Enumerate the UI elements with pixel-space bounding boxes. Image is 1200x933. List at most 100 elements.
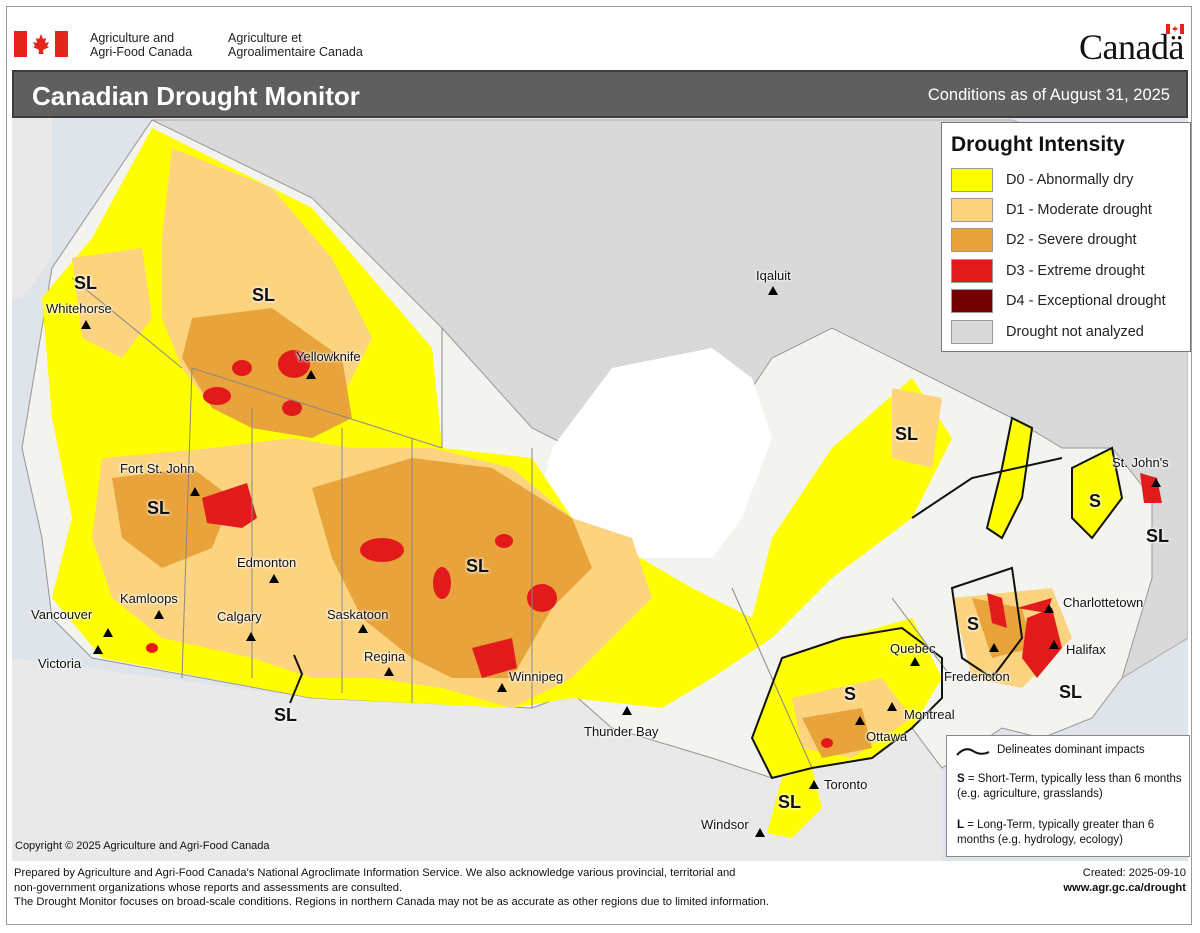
impact-label: S xyxy=(844,684,857,704)
d3-region-3 xyxy=(282,400,302,416)
city-label-edmonton: Edmonton xyxy=(237,555,297,570)
city-label-whitehorse: Whitehorse xyxy=(46,301,112,316)
long-term-note: L = Long-Term, typically greater than 6 … xyxy=(957,819,1155,846)
city-label-halifax: Halifax xyxy=(1066,642,1106,657)
city-marker xyxy=(384,667,394,676)
city-marker xyxy=(269,574,279,583)
impact-note: Delineates dominant impacts S = Short-Te… xyxy=(946,735,1190,857)
d3-region-5 xyxy=(360,538,404,562)
footer-text: Prepared by Agriculture and Agri-Food Ca… xyxy=(14,866,894,910)
d3-region-fort-st-john xyxy=(202,483,257,528)
alaska-area xyxy=(12,118,52,298)
city-marker xyxy=(855,716,865,725)
legend-swatch xyxy=(951,289,993,313)
impact-label: SL xyxy=(147,498,171,518)
impact-label: SL xyxy=(74,273,98,293)
page-frame xyxy=(6,6,1192,925)
legend-label: D3 - Extreme drought xyxy=(1006,263,1145,279)
city-marker xyxy=(910,657,920,666)
city-label-thunder-bay: Thunder Bay xyxy=(584,724,659,739)
impact-label: SL xyxy=(466,556,490,576)
city-marker xyxy=(81,320,91,329)
city-marker xyxy=(1044,604,1054,613)
city-marker xyxy=(497,683,507,692)
d3-region-6 xyxy=(433,567,451,599)
d3-region-4 xyxy=(203,387,231,405)
legend-item-d1: D1 - Moderate drought xyxy=(951,198,1187,224)
delineation-line-icon xyxy=(956,748,990,756)
city-label-vancouver: Vancouver xyxy=(31,607,93,622)
city-marker xyxy=(190,487,200,496)
legend-item-not-analyzed: Drought not analyzed xyxy=(951,320,1187,346)
usa-area xyxy=(12,658,942,861)
city-marker xyxy=(809,780,819,789)
city-marker xyxy=(306,370,316,379)
d3-region-pei xyxy=(1017,598,1052,613)
city-label-quebec: Quebec xyxy=(890,641,936,656)
city-label-winnipeg: Winnipeg xyxy=(509,669,564,684)
city-label-windsor: Windsor xyxy=(701,817,749,832)
legend-swatch xyxy=(951,198,993,222)
legend-item-d0: D0 - Abnormally dry xyxy=(951,168,1187,194)
legend-label: Drought not analyzed xyxy=(1006,324,1144,340)
impact-label: SL xyxy=(274,705,298,725)
city-label-calgary: Calgary xyxy=(217,609,262,624)
impact-delineations xyxy=(289,416,1124,780)
d3-region-9 xyxy=(821,738,833,748)
city-label-ottawa: Ottawa xyxy=(866,729,908,744)
legend-swatch xyxy=(951,168,993,192)
impact-label: S xyxy=(967,614,980,634)
d3-region-nova-scotia xyxy=(1022,608,1062,678)
d2-region-fort-st-john xyxy=(112,468,232,568)
conditions-date: Conditions as of August 31, 2025 xyxy=(927,86,1170,104)
page-title: Canadian Drought Monitor xyxy=(32,81,360,111)
legend-label: D1 - Moderate drought xyxy=(1006,202,1152,218)
city-marker xyxy=(93,645,103,654)
d1-region-yukon xyxy=(72,248,152,358)
legend-label: D4 - Exceptional drought xyxy=(1006,293,1166,309)
city-label-fredericton: Fredericton xyxy=(944,669,1010,684)
legend-swatch xyxy=(951,259,993,283)
impact-label: SL xyxy=(252,285,276,305)
d3-region-nb xyxy=(987,593,1007,628)
legend-item-d4: D4 - Exceptional drought xyxy=(951,289,1187,315)
city-label-toronto: Toronto xyxy=(824,777,868,792)
impact-label: SL xyxy=(1146,526,1170,546)
d0-region-newfoundland xyxy=(1072,448,1122,538)
delineation-label: Delineates dominant impacts xyxy=(997,744,1145,756)
d3-region-manitoba xyxy=(472,638,517,678)
city-marker xyxy=(358,624,368,633)
d1-region-quebec-north xyxy=(892,388,942,468)
copyright: Copyright © 2025 Agriculture and Agri-Fo… xyxy=(15,840,270,852)
city-marker xyxy=(154,610,164,619)
city-marker xyxy=(103,628,113,637)
city-label-victoria: Victoria xyxy=(38,656,82,671)
legend-item-d3: D3 - Extreme drought xyxy=(951,259,1187,285)
d3-region-2 xyxy=(278,350,310,378)
legend: Drought Intensity D0 - Abnormally dry D1… xyxy=(941,122,1191,352)
city-marker xyxy=(755,828,765,837)
website-link[interactable]: www.agr.gc.ca/drought xyxy=(1063,881,1186,894)
d3-region-bc-coast xyxy=(146,643,158,653)
city-marker xyxy=(768,286,778,295)
footer-line: The Drought Monitor focuses on broad-sca… xyxy=(14,896,769,908)
impact-label: SL xyxy=(895,424,919,444)
city-label-yellowknife: Yellowknife xyxy=(296,349,361,364)
city-label-montreal: Montreal xyxy=(904,707,955,722)
d3-region-1 xyxy=(232,360,252,376)
hudson-bay xyxy=(542,348,772,558)
city-label-charlottetown: Charlottetown xyxy=(1063,595,1144,610)
legend-item-d2: D2 - Severe drought xyxy=(951,228,1187,254)
impact-label: S xyxy=(1089,491,1102,511)
city-label-fort-st-john: Fort St. John xyxy=(120,461,195,476)
impact-label: SL xyxy=(1059,682,1083,702)
legend-label: D2 - Severe drought xyxy=(1006,232,1137,248)
d2-region-eastern-ontario xyxy=(802,708,872,758)
city-label-iqaluit: Iqaluit xyxy=(756,268,791,283)
footer-line: non-government organizations whose repor… xyxy=(14,881,403,894)
d3-region-7 xyxy=(527,584,557,612)
title-bar: Canadian Drought Monitor Conditions as o… xyxy=(12,70,1188,118)
legend-label: D0 - Abnormally dry xyxy=(1006,172,1134,188)
created-date: Created: 2025-09-10 xyxy=(1082,867,1186,879)
city-marker xyxy=(989,643,999,652)
